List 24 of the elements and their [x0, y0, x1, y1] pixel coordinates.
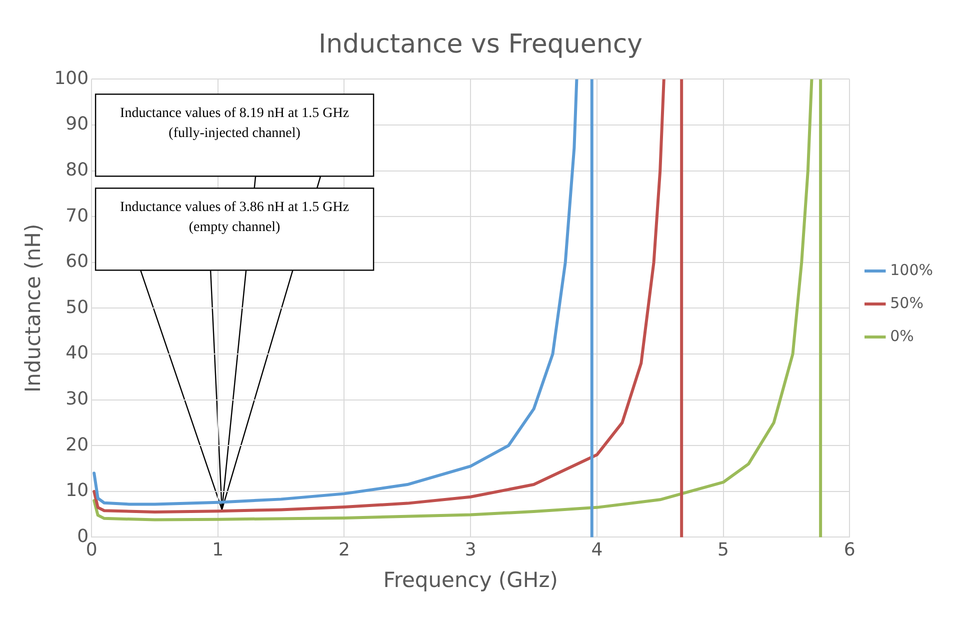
- x-tick-label: 2: [338, 540, 350, 561]
- y-tick-label: 90: [66, 114, 89, 135]
- y-tick-label: 60: [66, 251, 89, 272]
- chart-title: Inductance vs Frequency: [318, 29, 643, 60]
- y-tick-label: 70: [66, 205, 89, 226]
- x-axis-title: Frequency (GHz): [383, 568, 558, 592]
- annotation: Inductance values of 8.19 nH at 1.5 GHz (fully-injected channel): [96, 94, 374, 176]
- y-axis-title: Inductance (nH): [21, 224, 46, 393]
- y-tick-label: 20: [66, 434, 89, 456]
- y-tick-label: 80: [66, 159, 89, 180]
- y-tick-label: 100: [54, 68, 89, 89]
- y-tick-label: 30: [66, 388, 89, 410]
- annotation: Inductance values of 3.86 nH at 1.5 GHz (empty channel): [96, 188, 374, 270]
- y-tick-label: 40: [66, 342, 89, 364]
- legend-label: 0%: [890, 326, 914, 345]
- y-tick-label: 10: [66, 480, 89, 502]
- legend-label: 50%: [890, 294, 924, 312]
- x-tick-label: 3: [464, 540, 476, 561]
- y-tick-label: 50: [66, 296, 89, 318]
- legend-label: 100%: [890, 260, 934, 279]
- x-tick-label: 4: [591, 540, 603, 561]
- x-tick-label: 6: [844, 540, 856, 561]
- x-tick-label: 1: [212, 540, 224, 561]
- x-tick-label: 5: [718, 540, 729, 561]
